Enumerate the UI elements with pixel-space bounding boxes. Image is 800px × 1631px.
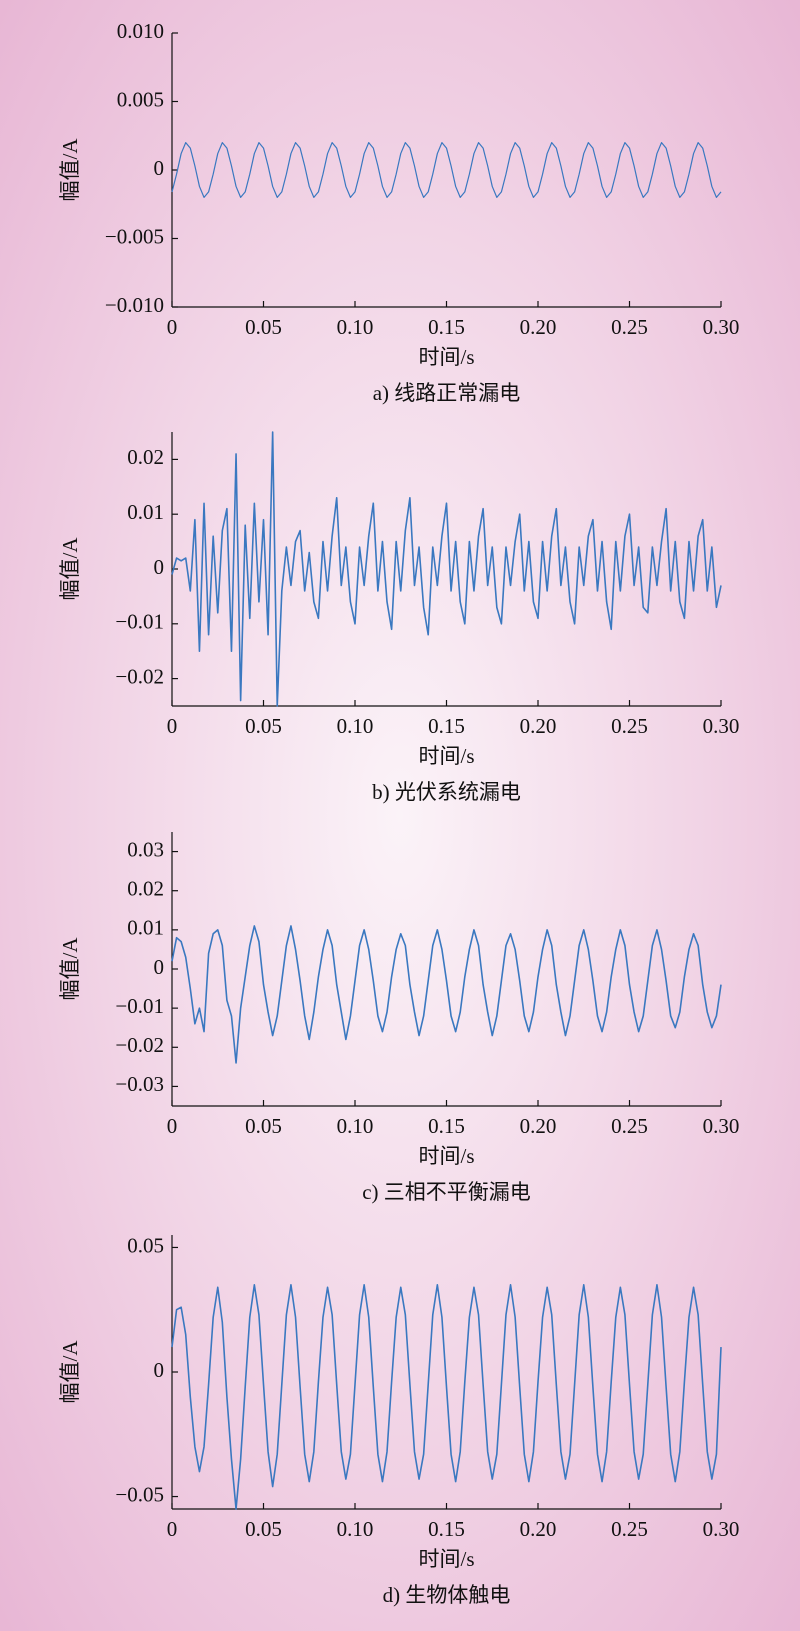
- x-axis-label: 时间/s: [418, 345, 474, 369]
- x-axis-label: 时间/s: [418, 1547, 474, 1571]
- x-tick-label: 0.15: [428, 1114, 465, 1138]
- y-tick-label: −0.02: [115, 664, 164, 688]
- x-tick-label: 0.15: [428, 1517, 465, 1541]
- y-axis-label: 幅值/A: [58, 138, 82, 202]
- x-tick-label: 0.10: [337, 1517, 374, 1541]
- y-tick-label: −0.05: [115, 1482, 164, 1506]
- y-tick-label: −0.02: [115, 1033, 164, 1057]
- x-tick-label: 0: [167, 714, 178, 738]
- x-tick-label: 0.10: [337, 714, 374, 738]
- y-tick-label: 0.01: [127, 916, 164, 940]
- x-tick-label: 0: [167, 1517, 178, 1541]
- y-axis-label: 幅值/A: [58, 1340, 82, 1404]
- panel-caption: d) 生物体触电: [383, 1583, 511, 1607]
- y-tick-label: 0.010: [117, 19, 164, 43]
- x-axis-label: 时间/s: [418, 744, 474, 768]
- y-tick-label: 0: [154, 1358, 165, 1382]
- y-tick-label: 0: [154, 555, 165, 579]
- y-tick-label: −0.005: [105, 224, 164, 248]
- y-tick-label: −0.01: [115, 610, 164, 634]
- x-tick-label: 0.15: [428, 315, 465, 339]
- y-tick-label: 0.03: [127, 837, 164, 861]
- y-tick-label: 0.01: [127, 500, 164, 524]
- x-tick-label: 0.25: [611, 1517, 648, 1541]
- signal-line: [171, 142, 722, 198]
- x-tick-label: 0: [167, 315, 178, 339]
- y-tick-label: −0.03: [115, 1072, 164, 1096]
- signal-line: [171, 925, 722, 1064]
- x-tick-label: 0.10: [337, 1114, 374, 1138]
- x-tick-label: 0.15: [428, 714, 465, 738]
- panel-caption: b) 光伏系统漏电: [372, 780, 521, 804]
- x-tick-label: 0.05: [245, 315, 282, 339]
- y-tick-label: 0.005: [117, 87, 164, 111]
- y-tick-label: 0: [154, 955, 165, 979]
- y-tick-label: −0.010: [105, 293, 164, 317]
- panel-caption: a) 线路正常漏电: [373, 381, 521, 405]
- signal-line: [171, 431, 722, 707]
- signal-line: [171, 1284, 722, 1510]
- y-tick-label: 0.05: [127, 1233, 164, 1257]
- panel-caption: c) 三相不平衡漏电: [362, 1180, 531, 1204]
- x-tick-label: 0.30: [703, 714, 740, 738]
- y-tick-label: 0: [154, 156, 165, 180]
- x-tick-label: 0.20: [520, 1114, 557, 1138]
- y-tick-label: 0.02: [127, 445, 164, 469]
- x-tick-label: 0.30: [703, 1114, 740, 1138]
- x-tick-label: 0.05: [245, 714, 282, 738]
- x-tick-label: 0.30: [703, 315, 740, 339]
- x-axis-label: 时间/s: [418, 1144, 474, 1168]
- x-tick-label: 0.30: [703, 1517, 740, 1541]
- y-axis-label: 幅值/A: [58, 537, 82, 601]
- x-tick-label: 0.10: [337, 315, 374, 339]
- y-tick-label: 0.02: [127, 877, 164, 901]
- x-tick-label: 0.05: [245, 1517, 282, 1541]
- x-tick-label: 0: [167, 1114, 178, 1138]
- x-tick-label: 0.20: [520, 1517, 557, 1541]
- x-tick-label: 0.25: [611, 1114, 648, 1138]
- x-tick-label: 0.05: [245, 1114, 282, 1138]
- x-tick-label: 0.20: [520, 714, 557, 738]
- x-tick-label: 0.20: [520, 315, 557, 339]
- x-tick-label: 0.25: [611, 315, 648, 339]
- y-tick-label: −0.01: [115, 994, 164, 1018]
- x-tick-label: 0.25: [611, 714, 648, 738]
- y-axis-label: 幅值/A: [58, 937, 82, 1001]
